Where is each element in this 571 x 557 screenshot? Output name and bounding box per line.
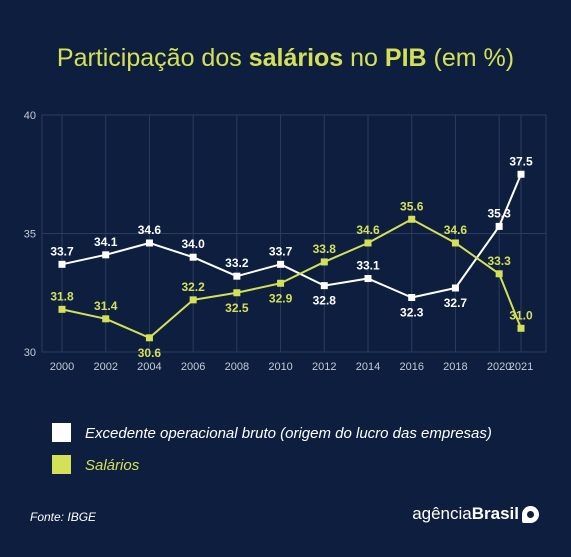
- data-point-excedente: [58, 260, 66, 268]
- legend-swatch-salarios: [52, 454, 71, 474]
- y-tick-label: 30: [24, 347, 36, 359]
- x-tick-label: 2004: [137, 361, 161, 373]
- data-label-salarios: 31.4: [94, 299, 118, 313]
- data-label-salarios: 30.6: [138, 346, 162, 360]
- x-tick-label: 2006: [181, 361, 205, 373]
- legend-swatch-excedente: [52, 422, 71, 442]
- data-point-salarios: [517, 324, 525, 332]
- data-label-salarios: 34.6: [356, 223, 380, 237]
- data-label-excedente: 34.6: [138, 223, 162, 237]
- data-point-salarios: [451, 239, 459, 247]
- data-point-excedente: [408, 293, 416, 301]
- chart-title: Participação dos salários no PIB (em %): [0, 44, 571, 73]
- data-label-salarios: 32.5: [225, 301, 249, 315]
- data-point-excedente: [145, 239, 153, 247]
- brand-logo: agência Brasil: [412, 504, 539, 524]
- data-label-excedente: 33.2: [225, 256, 249, 270]
- data-label-excedente: 32.3: [400, 305, 424, 319]
- x-tick-label: 2020: [487, 361, 511, 373]
- data-point-salarios: [495, 270, 503, 278]
- data-label-excedente: 33.7: [269, 244, 293, 258]
- chart-legend: Excedente operacional bruto (origem do l…: [52, 420, 492, 484]
- series-line-excedente: [61, 173, 522, 299]
- data-label-excedente: 34.1: [94, 235, 118, 249]
- data-label-salarios: 33.3: [487, 254, 511, 268]
- y-tick-label: 35: [24, 229, 36, 241]
- data-point-excedente: [320, 282, 328, 290]
- data-point-excedente: [277, 260, 285, 268]
- x-tick-label: 2008: [225, 361, 249, 373]
- data-label-excedente: 34.0: [181, 237, 205, 251]
- legend-label-excedente: Excedente operacional bruto (origem do l…: [85, 425, 492, 442]
- legend-item-excedente: Excedente operacional bruto (origem do l…: [52, 420, 492, 452]
- data-label-excedente: 32.7: [444, 296, 468, 310]
- title-bold-pib: PIB: [384, 44, 427, 72]
- x-tick-label: 2010: [268, 361, 292, 373]
- data-label-excedente: 37.5: [509, 154, 533, 168]
- x-tick-label: 2000: [50, 361, 74, 373]
- data-point-excedente: [451, 284, 459, 292]
- data-point-excedente: [102, 251, 110, 259]
- title-prefix: Participação dos: [56, 44, 249, 72]
- source-note: Fonte: IBGE: [30, 510, 97, 524]
- x-tick-label: 2014: [356, 361, 380, 373]
- data-label-excedente: 32.8: [313, 294, 337, 308]
- data-label-salarios: 31.0: [509, 308, 533, 322]
- x-tick-label: 2012: [312, 361, 336, 373]
- data-label-salarios: 33.8: [313, 242, 337, 256]
- data-label-excedente: 33.1: [356, 259, 380, 273]
- title-suffix: (em %): [426, 44, 515, 72]
- data-point-salarios: [320, 258, 328, 266]
- x-tick-label: 2002: [93, 361, 117, 373]
- data-label-salarios: 35.6: [400, 199, 424, 213]
- data-point-salarios: [58, 305, 66, 313]
- data-point-excedente: [233, 272, 241, 280]
- x-tick-label: 2016: [399, 361, 423, 373]
- data-label-excedente: 33.7: [50, 244, 74, 258]
- brand-text-light: agência: [412, 504, 472, 523]
- data-point-salarios: [364, 239, 372, 247]
- data-label-salarios: 32.9: [269, 291, 293, 305]
- data-point-salarios: [233, 289, 241, 297]
- data-label-salarios: 34.6: [444, 223, 468, 237]
- data-point-salarios: [189, 296, 197, 304]
- x-tick-label: 2021: [509, 361, 533, 373]
- data-point-excedente: [364, 275, 372, 283]
- data-point-salarios: [277, 279, 285, 287]
- title-middle: no: [343, 44, 385, 72]
- data-point-salarios: [408, 215, 416, 223]
- data-point-excedente: [495, 222, 503, 230]
- legend-item-salarios: Salários: [52, 452, 492, 484]
- data-label-salarios: 32.2: [181, 280, 205, 294]
- data-label-excedente: 35.3: [487, 206, 511, 220]
- x-tick-label: 2018: [443, 361, 467, 373]
- brand-mark-icon: [522, 505, 539, 523]
- legend-label-salarios: Salários: [85, 457, 140, 474]
- data-point-excedente: [189, 253, 197, 261]
- y-tick-label: 40: [24, 110, 36, 122]
- data-point-excedente: [517, 170, 525, 178]
- data-point-salarios: [102, 315, 110, 323]
- data-label-salarios: 31.8: [50, 289, 74, 303]
- data-point-salarios: [145, 334, 153, 342]
- brand-text-bold: Brasil: [471, 504, 519, 523]
- title-bold-salarios: salários: [248, 44, 344, 72]
- series-line-salarios: [61, 218, 522, 339]
